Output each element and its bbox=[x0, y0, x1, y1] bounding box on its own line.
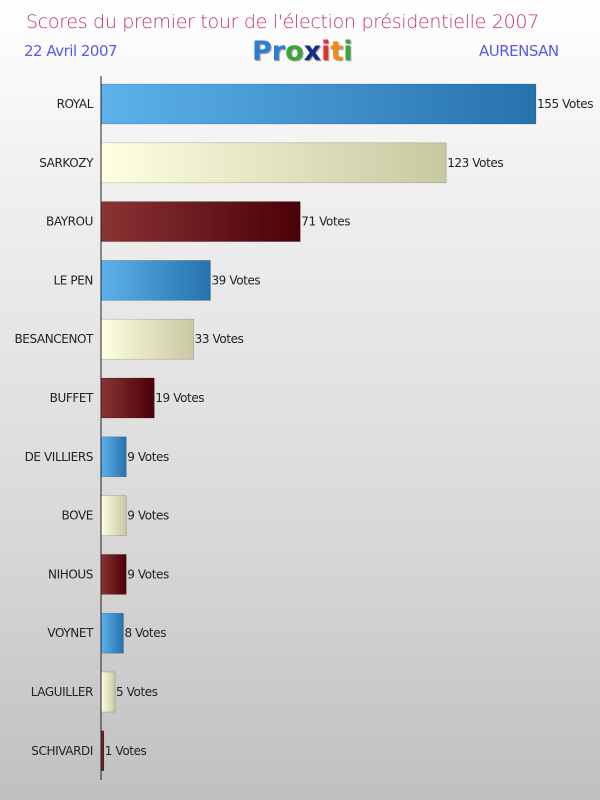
bar-royal bbox=[100, 83, 537, 125]
bar-le-pen bbox=[100, 260, 211, 301]
category-label: BUFFET bbox=[50, 391, 94, 405]
bar-nihous bbox=[100, 554, 127, 595]
value-label: 8 Votes bbox=[124, 626, 166, 640]
value-label: 9 Votes bbox=[127, 509, 169, 523]
value-label: 123 Votes bbox=[447, 156, 503, 170]
category-label: BAYROU bbox=[46, 215, 93, 229]
value-label: 9 Votes bbox=[127, 567, 169, 581]
category-label: BESANCENOT bbox=[14, 332, 94, 346]
value-label: 5 Votes bbox=[116, 685, 158, 699]
bar-bove bbox=[100, 495, 127, 536]
commune-name: AURENSAN bbox=[479, 42, 559, 60]
bar-besancenot bbox=[100, 318, 194, 360]
category-label: DE VILLIERS bbox=[25, 450, 93, 464]
bar-laguiller bbox=[100, 671, 116, 713]
category-label: SCHIVARDI bbox=[31, 744, 93, 758]
category-label: VOYNET bbox=[47, 626, 94, 640]
chart-title: Scores du premier tour de l'élection pré… bbox=[26, 11, 539, 33]
value-label: 71 Votes bbox=[301, 215, 350, 229]
value-label: 33 Votes bbox=[195, 332, 244, 346]
category-label: LE PEN bbox=[54, 273, 93, 287]
category-label: ROYAL bbox=[57, 97, 94, 111]
election-date: 22 Avril 2007 bbox=[24, 42, 118, 60]
value-label: 9 Votes bbox=[127, 450, 169, 464]
value-label: 19 Votes bbox=[155, 391, 204, 405]
bar-de-villiers bbox=[100, 436, 127, 478]
bar-bayrou bbox=[100, 201, 301, 242]
category-label: LAGUILLER bbox=[31, 685, 93, 699]
bar-voynet bbox=[100, 612, 124, 654]
value-label: 1 Votes bbox=[105, 744, 147, 758]
bar-sarkozy bbox=[100, 142, 447, 184]
category-label: SARKOZY bbox=[39, 156, 94, 170]
value-label: 155 Votes bbox=[537, 97, 593, 111]
proxiti-logo: Proxiti bbox=[252, 36, 353, 67]
value-label: 39 Votes bbox=[211, 273, 260, 287]
bar-buffet bbox=[100, 377, 155, 419]
category-label: BOVE bbox=[62, 509, 93, 523]
category-label: NIHOUS bbox=[48, 567, 93, 581]
